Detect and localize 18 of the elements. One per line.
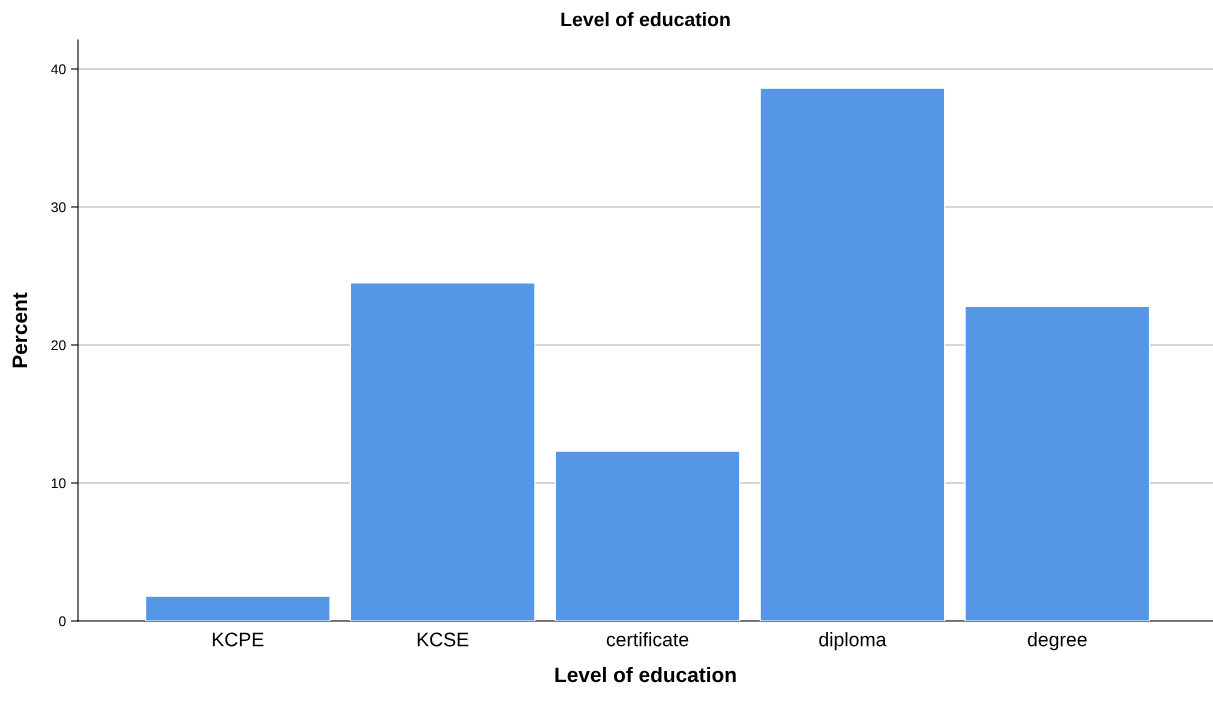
x-tick-label: degree [1027, 632, 1087, 651]
bar [554, 450, 741, 621]
y-tick-label: 30 [51, 202, 66, 213]
x-tick-label: KCPE [212, 632, 264, 647]
y-tick-label: 10 [51, 478, 66, 489]
y-tick-label: 40 [51, 64, 66, 75]
bar [964, 305, 1151, 621]
x-tick-label: diploma [819, 632, 887, 651]
bar [349, 282, 536, 621]
x-axis-title: Level of education [555, 666, 736, 683]
y-tick-label: 0 [59, 616, 66, 627]
x-tick-label: KCSE [417, 632, 469, 647]
bar [145, 595, 331, 621]
bar [759, 87, 946, 621]
x-tick-label: certificate [606, 632, 689, 647]
y-tick-label: 20 [51, 340, 66, 351]
y-axis-title: Percent [12, 292, 28, 368]
chart-title: Level of education [561, 12, 730, 27]
